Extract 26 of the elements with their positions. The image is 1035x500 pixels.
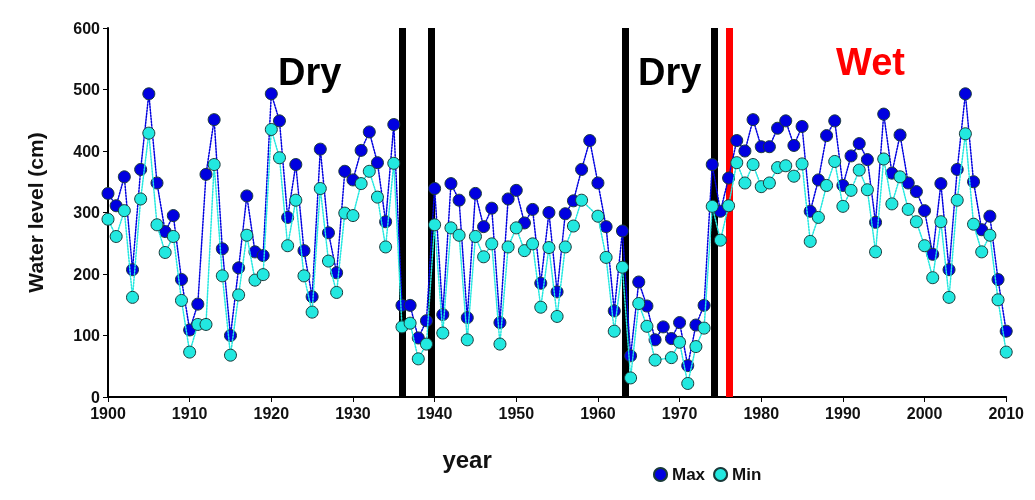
y-tick-label: 200 [73,265,101,283]
legend-label: Min [732,465,762,484]
y-tick-label: 300 [73,204,101,221]
x-tick-label: 1980 [743,404,780,422]
x-tick-label: 1990 [825,404,861,422]
x-axis-title: year [442,445,492,473]
y-tick-label: 400 [73,142,101,160]
y-tick-label: 600 [73,19,101,37]
annotation: Wet [836,41,906,83]
x-tick-label: 1970 [661,404,698,422]
x-tick-label: 1900 [90,404,126,422]
legend-label: Max [672,465,706,484]
x-tick-label: 1930 [335,404,371,422]
x-tick-label: 1960 [580,404,616,422]
x-tick-label: 1940 [416,404,453,422]
y-tick-label: 0 [91,388,101,406]
annotation: Dry [638,51,702,93]
annotation: Dry [278,51,342,93]
x-tick-label: 2010 [988,404,1025,422]
x-tick-label: 2000 [906,404,943,422]
x-tick-label: 1950 [498,404,535,422]
y-axis-title: Water level (cm) [24,132,47,293]
y-tick-label: 100 [73,327,101,344]
x-tick-label: 1910 [171,404,208,422]
x-tick-label: 1920 [253,404,290,422]
y-tick-label: 500 [73,81,101,98]
